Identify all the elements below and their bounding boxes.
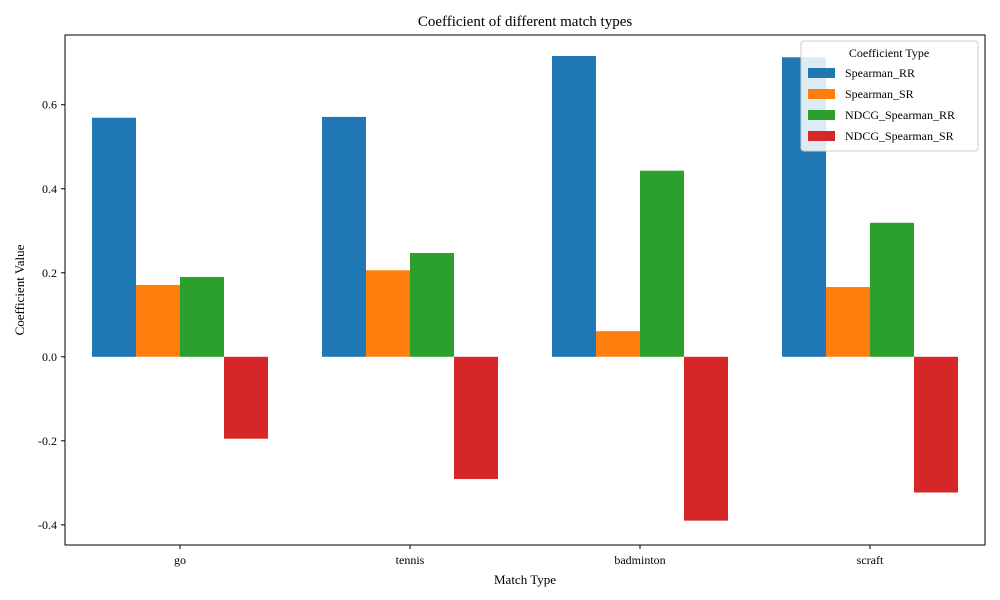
plot-frame	[64, 34, 986, 546]
x-tick-label: tennis	[396, 553, 425, 567]
bar-go-spearman-rr	[92, 117, 136, 357]
legend-items: Spearman_RR Spearman_SR NDCG_Spearman_RR ND…	[808, 66, 955, 143]
legend-label: Spearman_RR	[845, 66, 915, 80]
x-tick-label: go	[174, 553, 186, 567]
x-axis-title: Match Type	[494, 572, 556, 587]
legend-title: Coefficient Type	[849, 46, 929, 60]
y-axis-title: Coefficient Value	[12, 244, 27, 335]
bar-go-ndcg-spearman-rr	[180, 276, 224, 357]
x-tick-label: badminton	[614, 553, 665, 567]
legend-label: NDCG_Spearman_RR	[845, 108, 955, 122]
bars-layer	[92, 56, 958, 521]
bar-scraft-spearman-sr	[826, 287, 870, 357]
legend-label: Spearman_SR	[845, 87, 914, 101]
legend-swatch	[808, 68, 835, 78]
bar-tennis-spearman-rr	[322, 116, 366, 357]
bar-badminton-spearman-rr	[552, 56, 596, 357]
bar-badminton-spearman-sr	[596, 331, 640, 357]
y-tick-label: 0.2	[42, 266, 57, 280]
x-axis: go tennis badminton scraft	[174, 545, 884, 567]
y-axis: -0.4 -0.2 0.0 0.2 0.4 0.6	[38, 98, 65, 532]
x-tick-label: scraft	[857, 553, 884, 567]
bar-scraft-ndcg-spearman-sr	[914, 356, 958, 493]
y-tick-label: 0.0	[42, 350, 57, 364]
y-tick-label: 0.6	[42, 98, 57, 112]
y-tick-label: -0.2	[38, 434, 57, 448]
bar-tennis-ndcg-spearman-rr	[410, 253, 454, 357]
bar-go-ndcg-spearman-sr	[224, 356, 268, 439]
legend-swatch	[808, 110, 835, 120]
bar-scraft-ndcg-spearman-rr	[870, 222, 914, 357]
legend-label: NDCG_Spearman_SR	[845, 129, 954, 143]
bar-badminton-ndcg-spearman-rr	[640, 170, 684, 357]
bar-tennis-ndcg-spearman-sr	[454, 356, 498, 480]
legend-box	[800, 40, 979, 152]
legend-swatch	[808, 131, 835, 141]
y-tick-label: -0.4	[38, 518, 57, 532]
bar-go-spearman-sr	[136, 284, 180, 357]
legend-swatch	[808, 89, 835, 99]
legend: Coefficient Type Spearman_RR Spearman_SR N…	[800, 40, 979, 152]
bar-badminton-ndcg-spearman-sr	[684, 356, 728, 521]
bar-tennis-spearman-sr	[366, 270, 410, 357]
chart-title: Coefficient of different match types	[418, 14, 633, 30]
y-tick-label: 0.4	[42, 182, 57, 196]
